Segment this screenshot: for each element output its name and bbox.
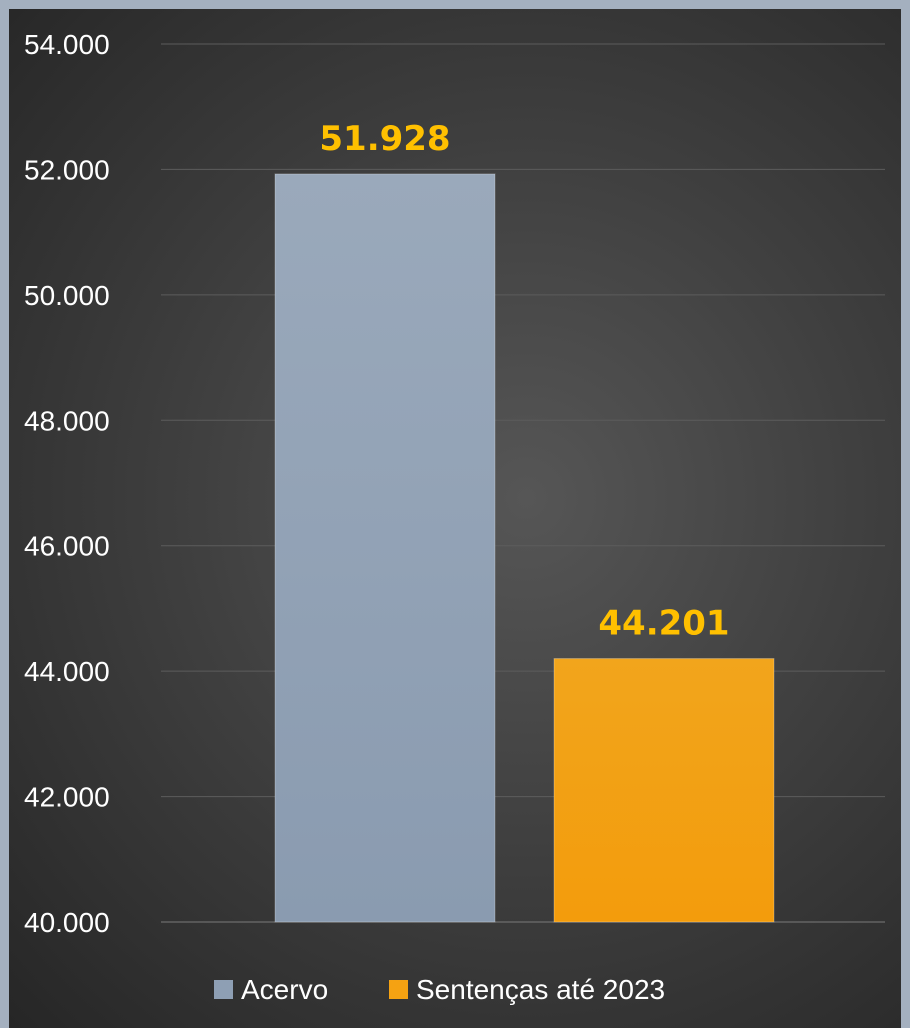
legend-item-acervo: Acervo xyxy=(214,974,328,1005)
y-tick-label: 42.000 xyxy=(24,782,110,813)
y-tick-label: 40.000 xyxy=(24,907,110,938)
y-tick-label: 48.000 xyxy=(24,405,110,436)
y-tick-label: 50.000 xyxy=(24,280,110,311)
y-tick-label: 44.000 xyxy=(24,656,110,687)
legend-swatch xyxy=(214,980,233,999)
bar-chart: 40.000 42.000 44.000 46.000 48.000 50.000 52.0… xyxy=(24,29,885,1005)
legend-label: Acervo xyxy=(241,974,328,1005)
data-label-acervo: 51.928 xyxy=(319,119,450,159)
y-tick-label: 54.000 xyxy=(24,29,110,60)
bar-acervo xyxy=(274,173,496,923)
data-label-sentencas: 44.201 xyxy=(598,604,729,644)
y-tick-label: 46.000 xyxy=(24,531,110,562)
legend: Acervo Sentenças até 2023 xyxy=(214,974,665,1005)
chart-frame: 40.000 42.000 44.000 46.000 48.000 50.000 52.0… xyxy=(9,9,901,1028)
bar-sentencas xyxy=(553,658,775,923)
y-tick-label: 52.000 xyxy=(24,154,110,185)
gridlines xyxy=(161,43,885,923)
legend-label: Sentenças até 2023 xyxy=(416,974,665,1005)
legend-item-sentencas: Sentenças até 2023 xyxy=(389,974,665,1005)
legend-swatch xyxy=(389,980,408,999)
data-labels: 51.928 44.201 xyxy=(319,119,729,644)
bars xyxy=(274,173,775,923)
y-axis-tick-labels: 40.000 42.000 44.000 46.000 48.000 50.000 52.0… xyxy=(24,29,110,938)
